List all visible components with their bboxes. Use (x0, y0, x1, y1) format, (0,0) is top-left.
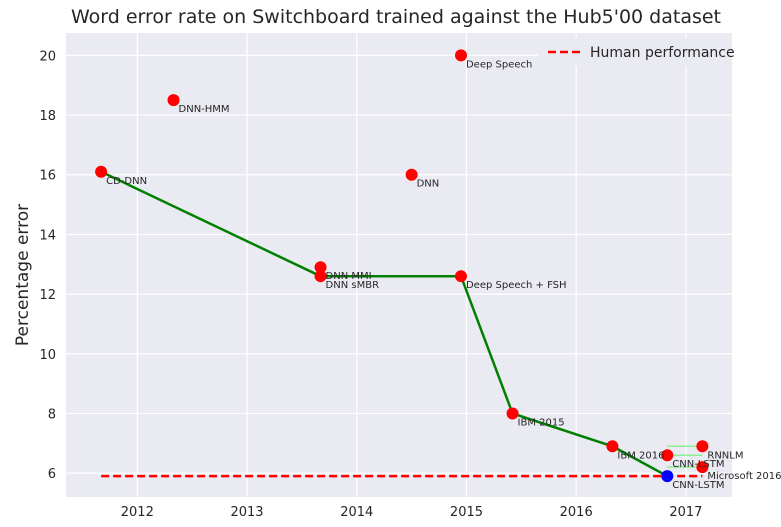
data-point-label: Deep Speech + FSH (466, 280, 567, 291)
data-point (454, 49, 467, 62)
data-point-label: DNN-HMM (179, 104, 230, 115)
x-tick-label: 2013 (230, 505, 263, 520)
data-point-label: DNN MMI (326, 271, 372, 282)
y-tick-label: 14 (39, 228, 56, 243)
data-point (314, 261, 327, 274)
data-point (606, 440, 619, 453)
y-tick-label: 12 (39, 288, 56, 303)
data-point (506, 407, 519, 420)
y-tick-label: 8 (48, 407, 56, 422)
data-point-label: Deep Speech (466, 59, 532, 70)
data-point (661, 470, 674, 483)
data-point (314, 270, 327, 283)
y-tick-label: 18 (39, 109, 56, 124)
data-point (167, 94, 180, 107)
data-point-label: Microsoft 2016 (707, 471, 781, 482)
data-point (696, 461, 709, 474)
data-point-label: IBM 2016 (617, 450, 664, 461)
x-tick-label: 2014 (340, 505, 373, 520)
x-tick-label: 2015 (450, 505, 483, 520)
chart-title: Word error rate on Switchboard trained a… (71, 6, 721, 28)
data-point (661, 449, 674, 462)
plot-background (66, 33, 732, 497)
data-point-label: IBM 2015 (518, 417, 565, 428)
y-tick-label: 20 (39, 49, 56, 64)
data-point-label: RNNLM (707, 450, 743, 461)
x-tick-label: 2017 (669, 505, 702, 520)
data-point (95, 165, 108, 178)
data-point-label: DNN (417, 179, 440, 190)
plot-area: 2012 2013 2014 2015 2016 2017 6 8 10 12 14 16 18 20 CD… (39, 33, 781, 520)
y-axis-label: Percentage error (13, 204, 33, 346)
sota-trend-line (100, 170, 668, 478)
data-point (454, 270, 467, 283)
data-point-label: DNN sMBR (326, 280, 380, 291)
legend: Human performance (538, 38, 735, 66)
legend-entry-human-performance: Human performance (590, 45, 735, 61)
x-tick-label: 2012 (121, 505, 154, 520)
y-tick-label: 6 (48, 467, 56, 482)
y-tick-label: 10 (39, 348, 56, 363)
legend-box (538, 38, 726, 66)
y-tick-label: 16 (39, 169, 56, 184)
x-tick-label: 2016 (560, 505, 593, 520)
data-point (696, 440, 709, 453)
data-point (405, 168, 418, 181)
data-point-label: CNN-LSTM (672, 459, 724, 470)
data-point-label: CNN-LSTM (672, 480, 724, 491)
data-point-label: CD-DNN (106, 176, 147, 187)
